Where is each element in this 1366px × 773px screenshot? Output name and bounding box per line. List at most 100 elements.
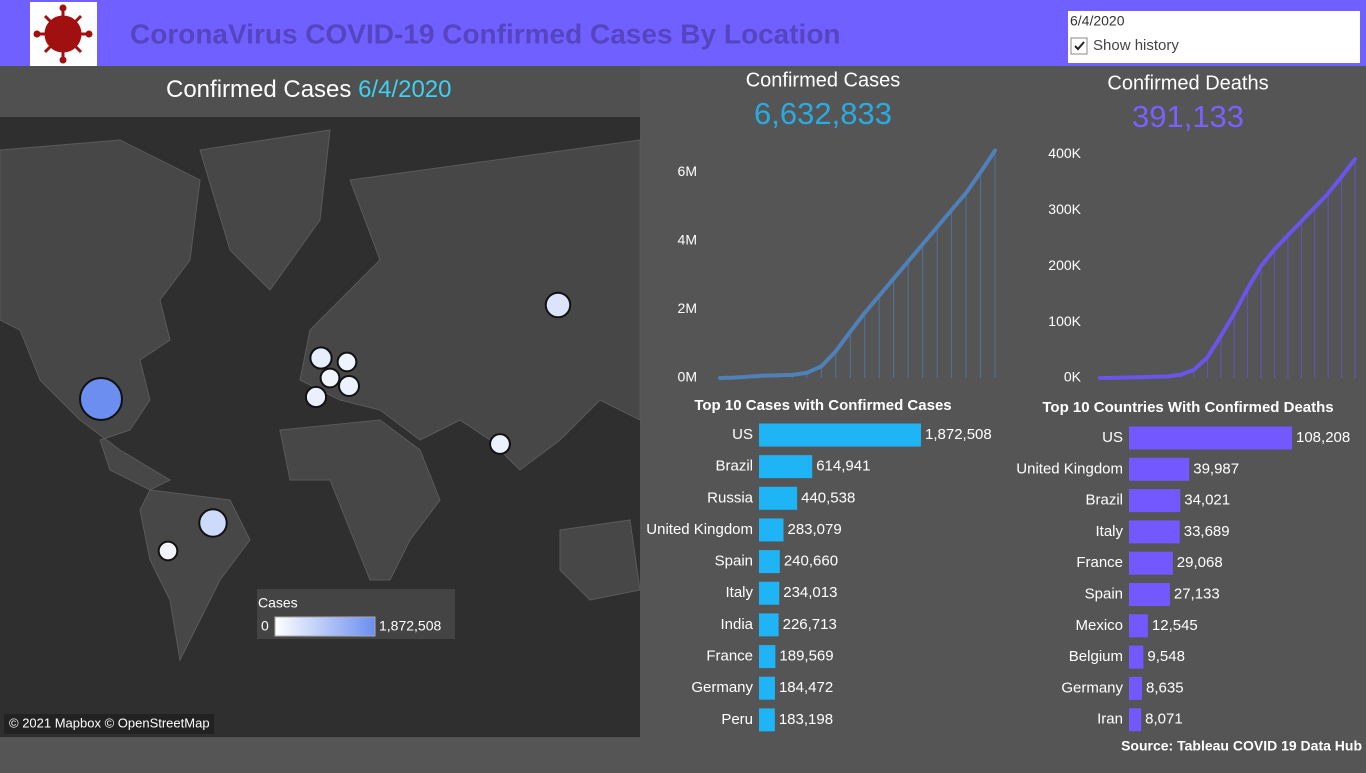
value-label: 614,941 (816, 458, 870, 475)
category-label: Brazil (715, 458, 753, 475)
bar (1129, 583, 1170, 606)
y-tick-label: 6M (678, 163, 697, 179)
bubble (319, 367, 341, 389)
value-label: 9,548 (1147, 648, 1185, 665)
map-title-bar (0, 66, 640, 118)
y-tick-label: 0K (1064, 369, 1082, 385)
bar (1129, 676, 1143, 700)
bar-chart-title: Top 10 Countries With Confirmed Deaths (1042, 399, 1333, 416)
bubble (79, 377, 123, 421)
bar (759, 455, 813, 479)
date-value[interactable]: 6/4/2020 (1070, 13, 1125, 29)
checkbox-label[interactable]: Show history (1093, 37, 1179, 54)
category-label: United Kingdom (1016, 460, 1123, 477)
kpi-title: Confirmed Deaths (1107, 72, 1268, 94)
y-tick-label: 300K (1048, 201, 1081, 217)
bubbles (79, 291, 572, 562)
bar (759, 581, 780, 605)
checkmark (1074, 41, 1085, 51)
category-label: Russia (707, 489, 754, 506)
category-label: Germany (691, 679, 753, 696)
category-label: India (720, 616, 753, 633)
value-label: 27,133 (1174, 585, 1220, 602)
date-filter[interactable] (1068, 11, 1360, 63)
bar (759, 676, 775, 700)
value-label: 1,872,508 (925, 426, 992, 443)
line (718, 148, 997, 380)
bubble (489, 433, 511, 455)
category-label: Italy (1095, 523, 1123, 540)
value-label: 8,635 (1146, 679, 1184, 696)
y-tick-label: 400K (1048, 145, 1081, 161)
attribution: © 2021 Mapbox © OpenStreetMap (9, 715, 210, 730)
bar (759, 518, 784, 542)
y-tick-label: 200K (1048, 257, 1081, 273)
category-label: US (732, 426, 753, 443)
value-label: 226,713 (783, 616, 837, 633)
category-label: Spain (1085, 585, 1123, 602)
bar (759, 550, 780, 574)
bar (759, 423, 921, 447)
bubble (336, 351, 358, 373)
line (1098, 157, 1357, 380)
category-label: Peru (721, 711, 753, 728)
category-label: Belgium (1069, 648, 1123, 665)
y-tick-label: 2M (678, 300, 697, 316)
bar (1129, 645, 1144, 669)
y-tick-label: 0M (678, 369, 697, 385)
bar (1129, 457, 1190, 481)
bubble (544, 291, 572, 319)
land (0, 129, 641, 662)
value-label: 440,538 (801, 489, 855, 506)
category-label: United Kingdom (646, 521, 753, 538)
legend-min: 0 (261, 618, 269, 634)
attribution-box (4, 714, 214, 734)
value-label: 283,079 (787, 521, 841, 538)
bubble (309, 346, 333, 370)
bar (759, 645, 776, 669)
checkbox[interactable] (1070, 37, 1088, 55)
logo (33, 4, 93, 64)
y-tick-label: 100K (1048, 313, 1081, 329)
bar (1129, 520, 1180, 544)
legend-gradient (274, 616, 376, 637)
legend-max: 1,872,508 (379, 618, 441, 634)
value-label: 183,198 (779, 711, 833, 728)
bar (759, 708, 775, 732)
y-tick-label: 4M (678, 232, 697, 248)
bubble (337, 374, 361, 398)
map-title: Confirmed Cases 6/4/2020 (166, 76, 452, 103)
bar (1129, 708, 1142, 732)
map-title-text: Confirmed Cases (166, 76, 351, 103)
kpi-value: 6,632,833 (754, 96, 892, 131)
category-label: US (1102, 429, 1123, 446)
value-label: 29,068 (1177, 554, 1223, 571)
source: Source: Tableau COVID 19 Data Hub (1121, 738, 1362, 754)
legend-title: Cases (258, 595, 298, 611)
value-label: 33,689 (1184, 523, 1230, 540)
bar (1129, 614, 1148, 638)
category-label: Iran (1097, 711, 1123, 728)
category-label: Italy (725, 584, 753, 601)
kpi-title: Confirmed Cases (746, 69, 901, 91)
bar (1129, 551, 1173, 575)
bar (1129, 426, 1292, 450)
category-label: Spain (715, 553, 753, 570)
header-title: CoronaVirus COVID-19 Confirmed Cases By … (130, 18, 841, 49)
bar-chart-title: Top 10 Cases with Confirmed Cases (694, 397, 951, 414)
value-label: 8,071 (1145, 711, 1183, 728)
bubble (157, 540, 179, 562)
category-label: Germany (1061, 679, 1123, 696)
value-label: 108,208 (1296, 429, 1350, 446)
value-label: 234,013 (783, 584, 837, 601)
kpi-value: 391,133 (1132, 99, 1244, 134)
value-label: 39,987 (1193, 460, 1239, 477)
value-label: 34,021 (1184, 492, 1230, 509)
map-title-date: 6/4/2020 (358, 76, 451, 103)
bar (759, 613, 779, 637)
category-label: Brazil (1085, 492, 1123, 509)
category-label: Mexico (1075, 617, 1123, 634)
bubble (198, 508, 228, 538)
